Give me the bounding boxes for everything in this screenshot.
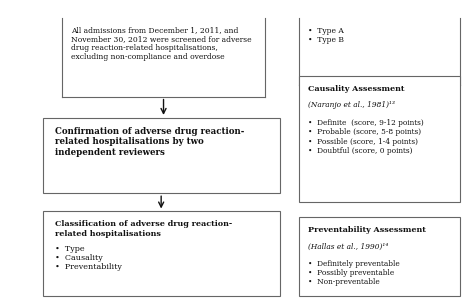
- FancyBboxPatch shape: [299, 76, 460, 202]
- Text: (Naranjo et al., 1981)¹³: (Naranjo et al., 1981)¹³: [308, 101, 395, 109]
- FancyBboxPatch shape: [299, 217, 460, 296]
- Text: Classification of adverse drug reaction-
related hospitalisations: Classification of adverse drug reaction-…: [55, 220, 232, 238]
- Text: Causality Assessment: Causality Assessment: [308, 85, 405, 92]
- FancyBboxPatch shape: [43, 118, 280, 193]
- FancyBboxPatch shape: [43, 211, 280, 296]
- Text: •  Type
•  Causality
•  Preventability: • Type • Causality • Preventability: [55, 245, 121, 271]
- Bar: [299, 18, 460, 85]
- Text: Confirmation of adverse drug reaction-
related hospitalisations by two
independe: Confirmation of adverse drug reaction- r…: [55, 127, 244, 157]
- Text: All admissions from December 1, 2011, and
November 30, 2012 were screened for ad: All admissions from December 1, 2011, an…: [71, 26, 252, 61]
- Text: •  Definitely preventable
•  Possibly preventable
•  Non-preventable: • Definitely preventable • Possibly prev…: [308, 260, 400, 286]
- Bar: [62, 18, 265, 97]
- Text: Preventability Assessment: Preventability Assessment: [308, 226, 426, 234]
- Text: •  Type A
•  Type B: • Type A • Type B: [308, 27, 344, 44]
- Text: •  Definite  (score, 9-12 points)
•  Probable (score, 5-8 points)
•  Possible (s: • Definite (score, 9-12 points) • Probab…: [308, 119, 424, 155]
- Text: (Hallas et al., 1990)¹⁴: (Hallas et al., 1990)¹⁴: [308, 243, 389, 251]
